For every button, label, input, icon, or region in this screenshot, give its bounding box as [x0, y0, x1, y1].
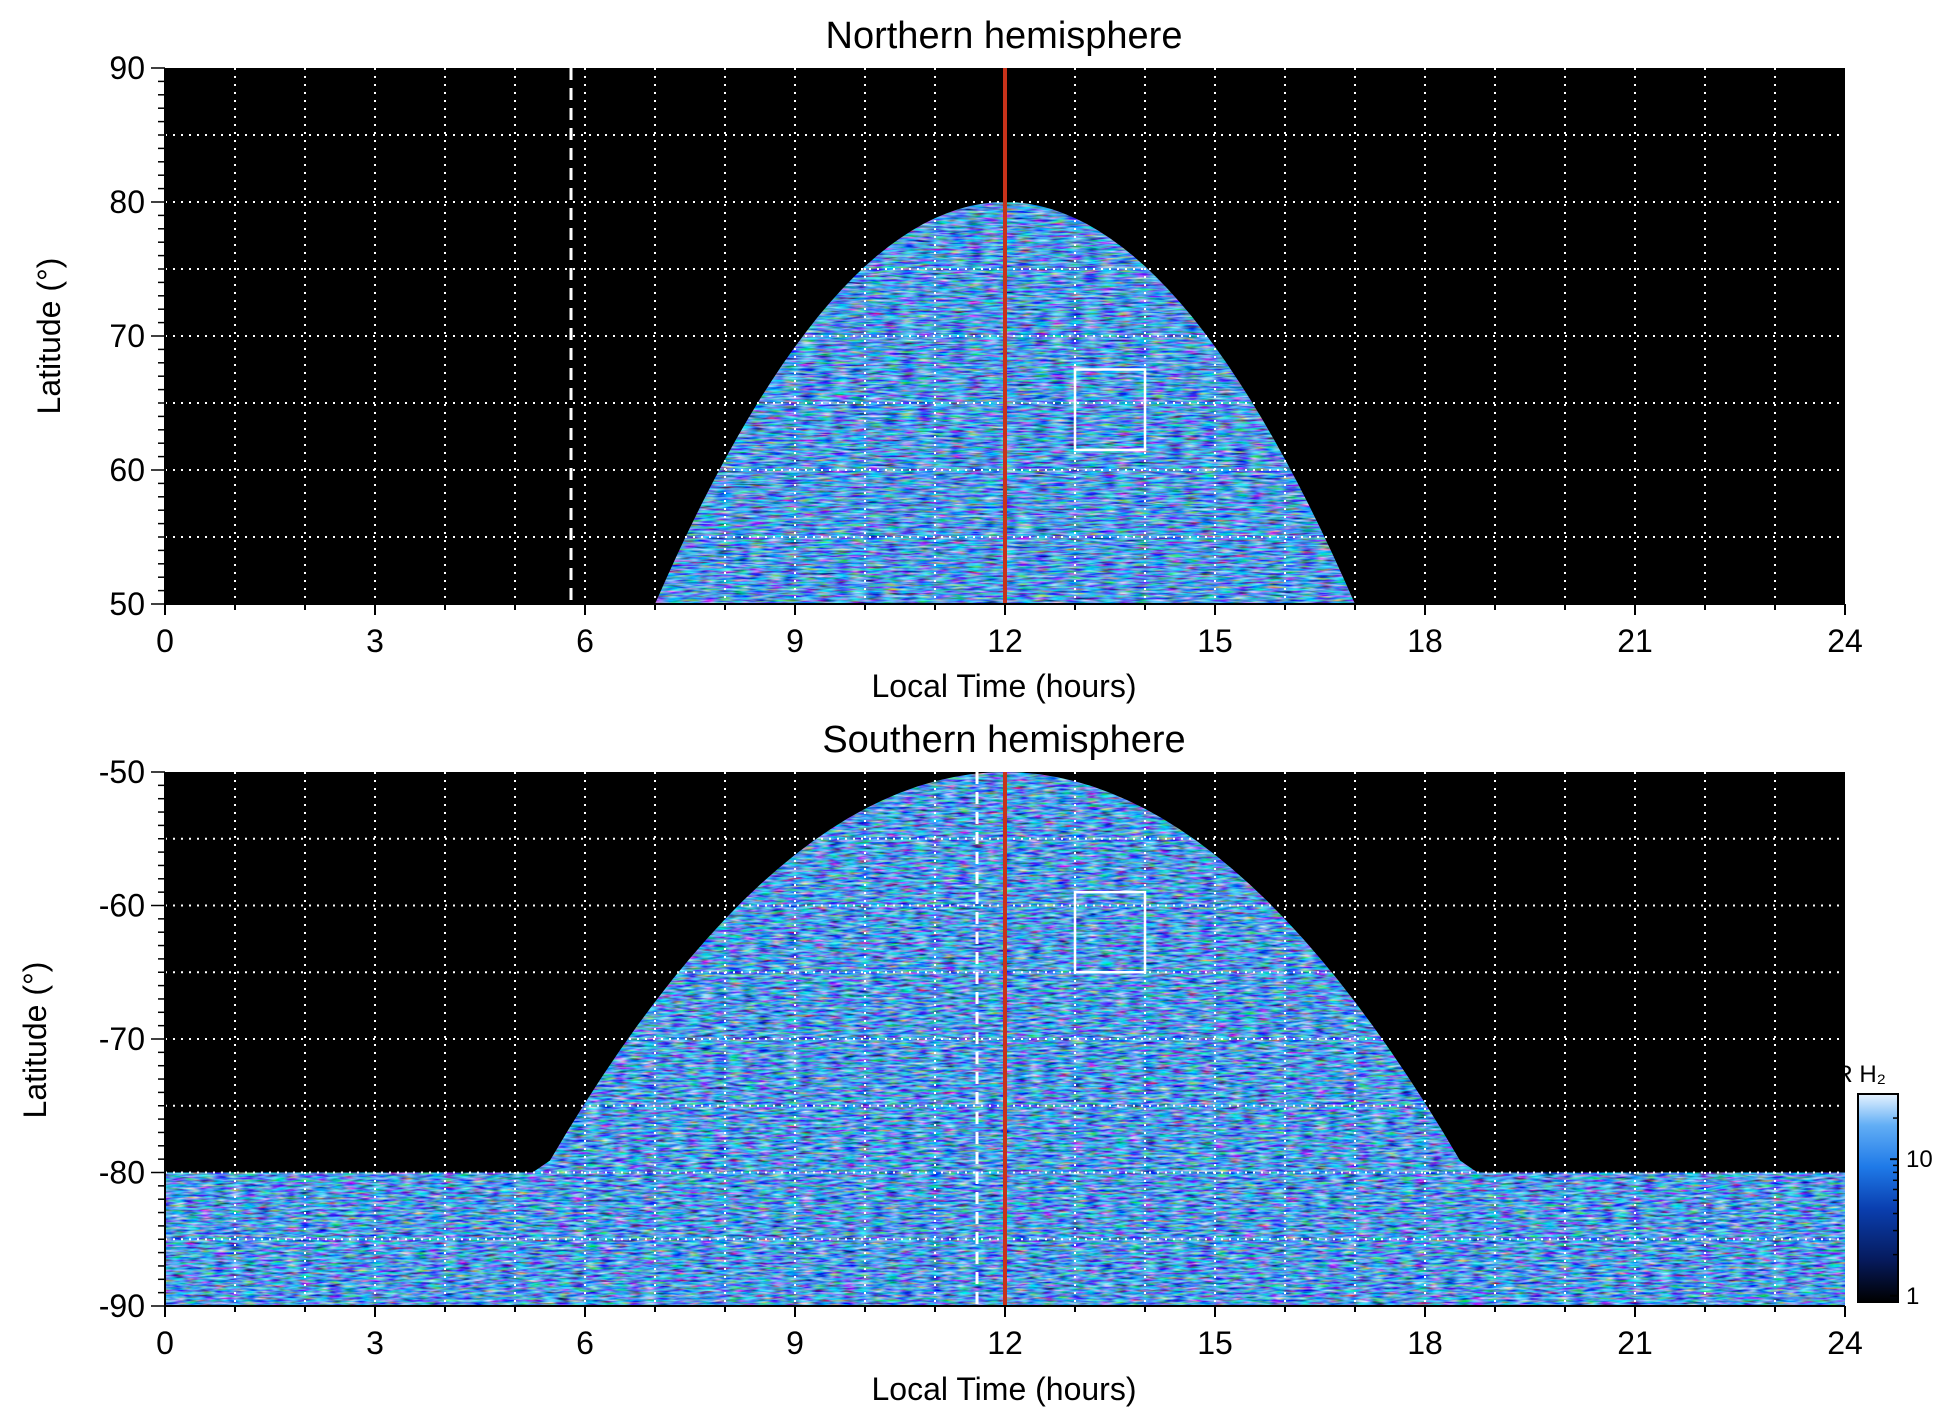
- x-tick-label: 24: [1827, 1325, 1863, 1361]
- x-axis-label: Local Time (hours): [872, 1371, 1137, 1407]
- x-axis: 0 3 6 9 12 15 18 21 24: [156, 603, 1863, 659]
- y-axis: -90 -80 -70 -60 -50: [99, 754, 166, 1324]
- x-tick-label: 6: [576, 1325, 594, 1361]
- colorbar-gradient: [1857, 1093, 1899, 1303]
- panel-title: Southern hemisphere: [822, 719, 1185, 761]
- y-tick-label: 90: [109, 50, 145, 86]
- y-tick-label: 50: [109, 586, 145, 622]
- region-box: [1073, 890, 1147, 974]
- x-axis-label: Local Time (hours): [872, 668, 1137, 704]
- y-tick-label: 60: [109, 452, 145, 488]
- overlays: [975, 772, 1147, 1306]
- colorbar-ticks: 1 10: [1890, 1117, 1933, 1310]
- x-tick-label: 12: [987, 1325, 1023, 1361]
- x-tick-label: 3: [366, 1325, 384, 1361]
- x-tick-label: 0: [156, 623, 174, 659]
- x-tick-label: 3: [366, 623, 384, 659]
- y-axis-label: Latitude (°): [31, 258, 67, 415]
- x-axis: 0 3 6 9 12 15 18 21 24: [156, 1305, 1863, 1361]
- x-tick-label: 12: [987, 623, 1023, 659]
- y-tick-label: -60: [99, 888, 145, 924]
- grid: [165, 772, 1845, 1306]
- x-tick-label: 9: [786, 1325, 804, 1361]
- overlays: [569, 68, 1147, 604]
- colorbar-label: kR H₂: [1823, 1061, 1886, 1088]
- y-tick-label: -90: [99, 1288, 145, 1324]
- y-tick-label: -70: [99, 1021, 145, 1057]
- y-tick-label: 80: [109, 184, 145, 220]
- x-tick-label: 21: [1617, 1325, 1653, 1361]
- y-tick-label: -80: [99, 1155, 145, 1191]
- x-tick-label: 21: [1617, 623, 1653, 659]
- colorbar-tick-label: 10: [1906, 1146, 1933, 1173]
- southern-hemisphere-panel: Southern hemisphere 0 3 6 9 12 15 18 21 24 -90 -8…: [17, 719, 1933, 1407]
- x-tick-label: 6: [576, 623, 594, 659]
- x-tick-label: 18: [1407, 1325, 1443, 1361]
- colorbar: kR H₂ 1 10: [1823, 1061, 1932, 1310]
- y-tick-label: 70: [109, 318, 145, 354]
- panel-title: Northern hemisphere: [826, 15, 1183, 57]
- x-tick-label: 15: [1197, 623, 1233, 659]
- x-tick-label: 18: [1407, 623, 1443, 659]
- y-axis: 50 60 70 80 90: [109, 50, 166, 622]
- x-tick-label: 15: [1197, 1325, 1233, 1361]
- x-tick-label: 9: [786, 623, 804, 659]
- colorbar-tick-label: 1: [1906, 1283, 1919, 1310]
- region-box: [1073, 368, 1147, 452]
- northern-hemisphere-panel: Northern hemisphere 0 3 6 9 12 15 18 21 24 50 60 7…: [31, 15, 1863, 704]
- plot-area: [165, 772, 1845, 1306]
- y-tick-label: -50: [99, 754, 145, 790]
- x-tick-label: 0: [156, 1325, 174, 1361]
- y-axis-label: Latitude (°): [17, 962, 53, 1119]
- x-tick-label: 24: [1827, 623, 1863, 659]
